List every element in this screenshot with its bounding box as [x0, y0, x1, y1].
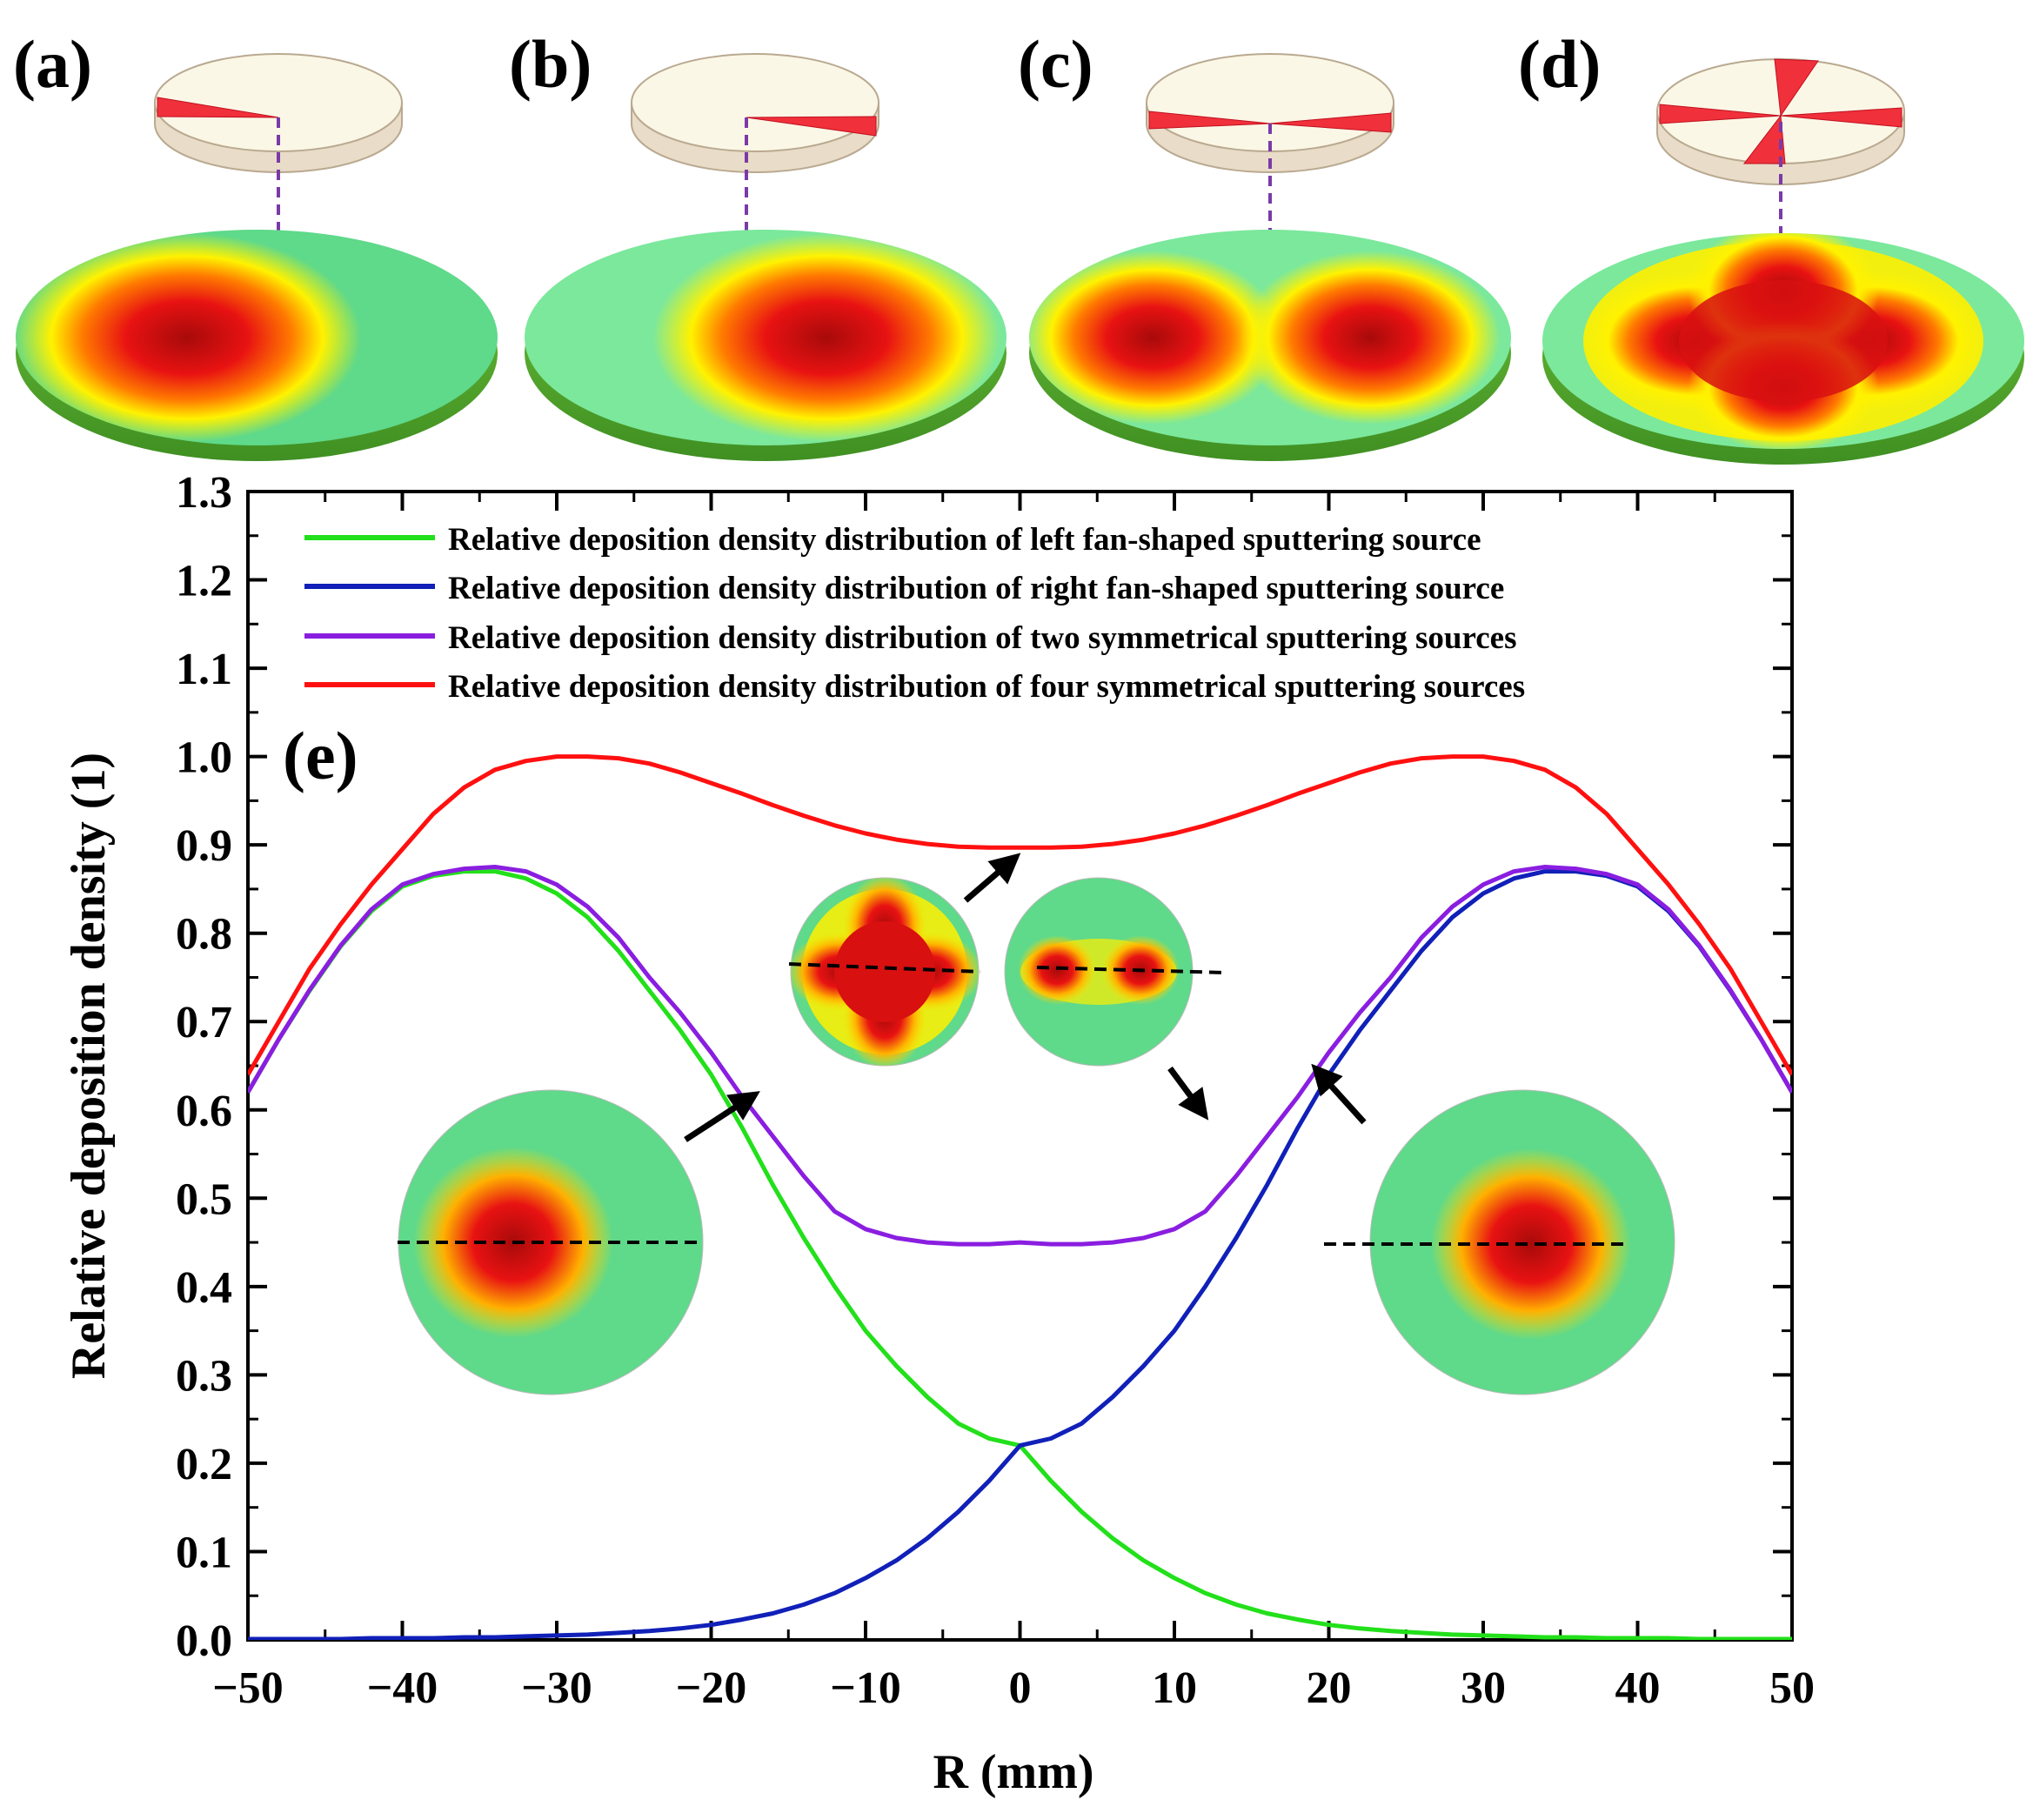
x-tick-label: −50 — [212, 1663, 284, 1713]
panel-a-substrate — [16, 230, 498, 461]
x-tick-label: −40 — [367, 1663, 438, 1713]
panel-label-a: (a) — [13, 26, 92, 102]
x-tick-label: 40 — [1615, 1663, 1661, 1713]
x-tick-label: −30 — [521, 1663, 592, 1713]
panel-b-illustration — [525, 53, 1006, 461]
annotation-arrows — [684, 853, 1367, 1142]
y-tick-label: 0.2 — [176, 1440, 232, 1489]
panel-d-substrate — [1542, 233, 2024, 465]
chart-legend: Relative deposition density distribution… — [304, 522, 1525, 705]
y-tick-label: 1.0 — [176, 733, 232, 783]
panel-d-target-disc — [1656, 58, 1905, 185]
series-line-two — [248, 865, 1792, 1247]
arrow-to-two-source-curve — [1167, 1066, 1209, 1121]
x-tick-label: −20 — [676, 1663, 747, 1713]
arrow-to-four-source-curve — [963, 853, 1021, 903]
x-axis-ticks: −50 −40 −30 −20 −10 0 10 20 30 40 50 — [212, 492, 1815, 1713]
panel-b-target-disc — [631, 53, 879, 173]
deposition-density-chart: 0.0 0.1 0.2 0.3 0.4 0.5 0.6 0.7 0.8 0.9 1.0 1.1 1.2 1… — [62, 468, 1815, 1799]
y-tick-label: 1.3 — [176, 468, 232, 518]
panel-label-c: (c) — [1018, 26, 1093, 102]
legend-label-left: Relative deposition density distribution… — [448, 522, 1481, 558]
y-axis-title: Relative deposition density (1) — [62, 753, 116, 1379]
inset-left-source-map — [398, 1089, 704, 1395]
y-tick-label: 1.1 — [176, 645, 232, 694]
x-tick-label: 10 — [1152, 1663, 1197, 1713]
y-tick-label: 0.5 — [176, 1174, 232, 1224]
y-tick-label: 0.1 — [176, 1528, 232, 1577]
inset-right-source-map — [1324, 1089, 1675, 1395]
x-tick-label: −10 — [830, 1663, 901, 1713]
legend-label-right: Relative deposition density distribution… — [448, 571, 1504, 606]
panel-a-illustration — [16, 53, 498, 461]
y-tick-label: 0.0 — [176, 1616, 232, 1666]
y-tick-label: 0.9 — [176, 821, 232, 871]
arrow-to-left-source-curve — [684, 1091, 760, 1142]
series-line-four — [248, 754, 1792, 1076]
panel-b-substrate — [525, 230, 1006, 461]
x-tick-label: 30 — [1461, 1663, 1506, 1713]
series-line-right — [248, 869, 1792, 1640]
y-tick-label: 0.4 — [176, 1263, 232, 1313]
y-tick-label: 0.7 — [176, 998, 232, 1047]
legend-label-four: Relative deposition density distribution… — [448, 669, 1525, 705]
panel-c-substrate — [1029, 230, 1511, 461]
legend-label-two: Relative deposition density distribution… — [448, 620, 1517, 656]
inset-four-source-map — [788, 877, 981, 1067]
x-tick-label: 0 — [1009, 1663, 1032, 1713]
series-lines — [248, 754, 1792, 1640]
x-tick-label: 50 — [1769, 1663, 1815, 1713]
y-tick-label: 0.8 — [176, 910, 232, 960]
panel-label-e: (e) — [283, 718, 358, 793]
x-axis-title: R (mm) — [933, 1745, 1093, 1799]
arrow-to-right-source-curve — [1311, 1063, 1367, 1125]
inset-two-source-map — [1004, 877, 1226, 1067]
y-tick-label: 0.3 — [176, 1351, 232, 1401]
panel-label-b: (b) — [509, 26, 592, 102]
panel-c-target-disc — [1146, 53, 1394, 173]
panel-c-illustration — [1029, 53, 1511, 461]
y-tick-label: 0.6 — [176, 1087, 232, 1136]
panel-label-d: (d) — [1518, 26, 1601, 102]
y-tick-label: 1.2 — [176, 557, 232, 606]
y-axis-ticks: 0.0 0.1 0.2 0.3 0.4 0.5 0.6 0.7 0.8 0.9 1.0 1.1 1.2 1… — [176, 468, 1792, 1666]
panel-d-illustration — [1542, 58, 2024, 465]
plot-frame — [246, 490, 1794, 1642]
x-tick-label: 20 — [1307, 1663, 1352, 1713]
